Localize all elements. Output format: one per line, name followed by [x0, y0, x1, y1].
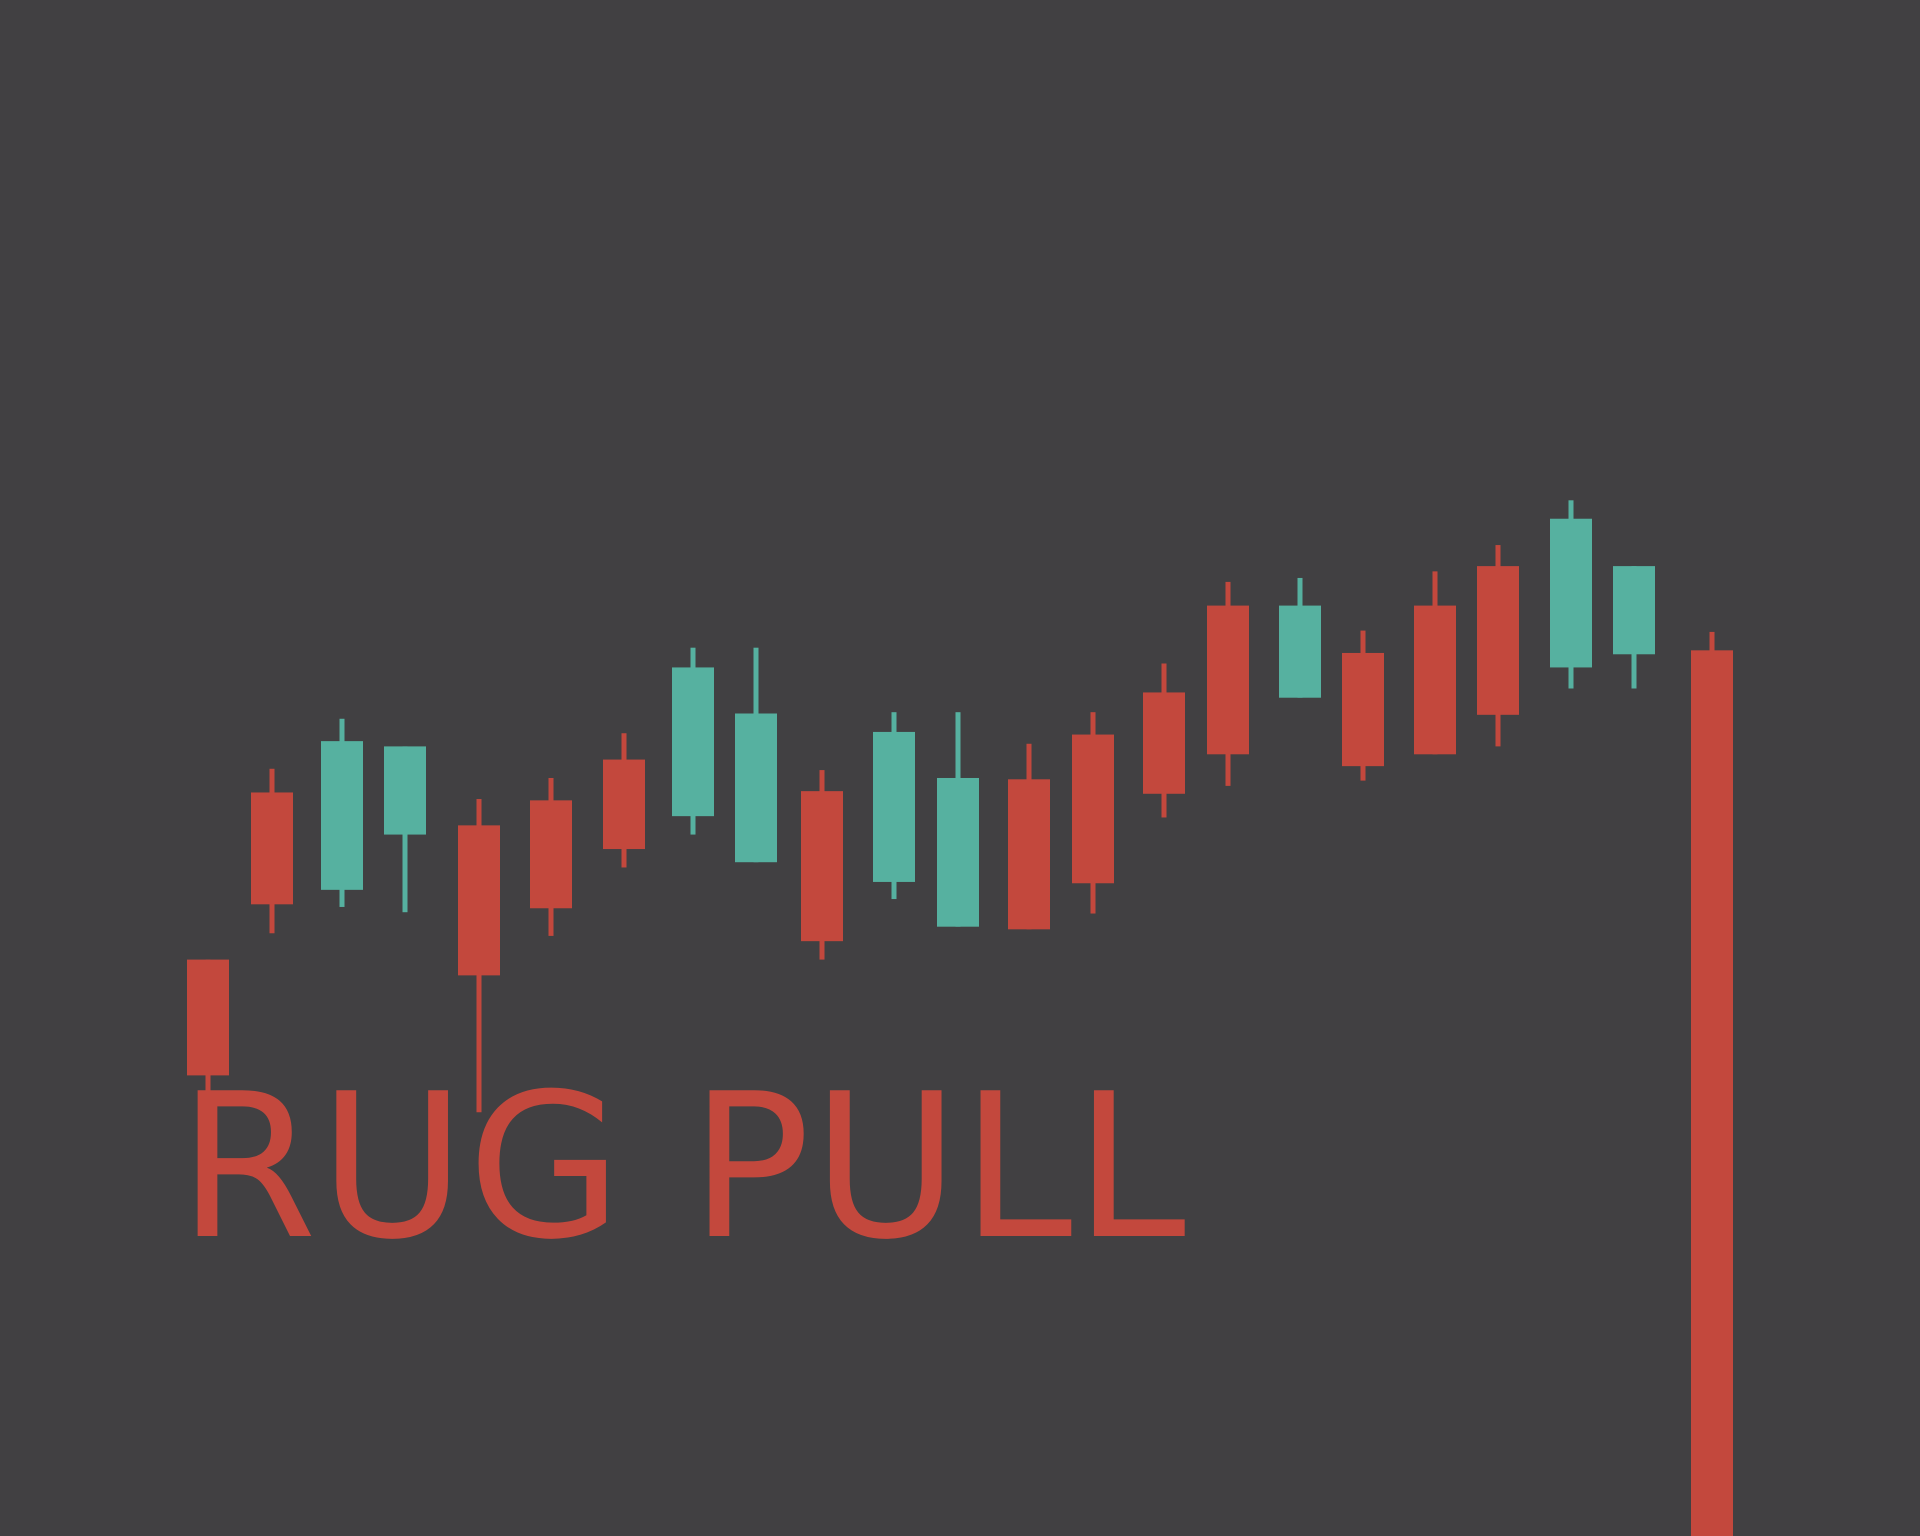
candle-8-bullish [672, 647, 714, 835]
headline-text: RUG PULL [178, 1051, 1188, 1284]
candle-body [1207, 605, 1249, 755]
candle-body [873, 731, 915, 882]
candle-body [672, 667, 714, 817]
candle-body [1550, 518, 1592, 668]
candle-21-bullish [1550, 500, 1592, 689]
candle-body [1143, 692, 1185, 794]
candle-4-bullish [384, 746, 426, 913]
candle-22-bullish [1613, 566, 1655, 689]
candle-body [384, 746, 426, 835]
candle-body [1008, 779, 1050, 930]
candle-body [1613, 566, 1655, 655]
candle-2-bearish [251, 768, 293, 934]
candle-18-bearish [1342, 630, 1384, 781]
candle-15-bearish [1143, 663, 1185, 818]
candle-3-bullish [321, 718, 363, 907]
candle-body [801, 791, 843, 942]
candle-body [187, 959, 229, 1076]
candle-14-bearish [1072, 712, 1114, 914]
candle-7-bearish [603, 733, 645, 868]
candle-body [603, 759, 645, 850]
candle-body [458, 825, 500, 976]
candle-19-bearish [1414, 571, 1456, 755]
candle-body [1342, 652, 1384, 767]
candle-body [735, 713, 777, 863]
candle-6-bearish [530, 777, 572, 936]
candle-body [937, 777, 979, 927]
candle-body [1072, 734, 1114, 884]
candle-11-bullish [873, 712, 915, 900]
candle-16-bearish [1207, 581, 1249, 786]
candle-9-bullish [735, 647, 777, 863]
candle-1-bearish [187, 959, 229, 1109]
candle-body [1477, 566, 1519, 715]
candle-body [251, 792, 293, 905]
candle-body [321, 741, 363, 890]
candle-body [1691, 650, 1733, 1536]
candle-10-bearish [801, 770, 843, 960]
candle-23-bearish [1691, 631, 1733, 1536]
candle-13-bearish [1008, 743, 1050, 930]
candle-5-bearish [458, 799, 500, 1113]
candle-body [1414, 605, 1456, 755]
candle-12-bullish [937, 712, 979, 927]
candle-20-bearish [1477, 545, 1519, 747]
candle-body [530, 800, 572, 909]
candle-17-bullish [1279, 577, 1321, 698]
candle-body [1279, 605, 1321, 698]
